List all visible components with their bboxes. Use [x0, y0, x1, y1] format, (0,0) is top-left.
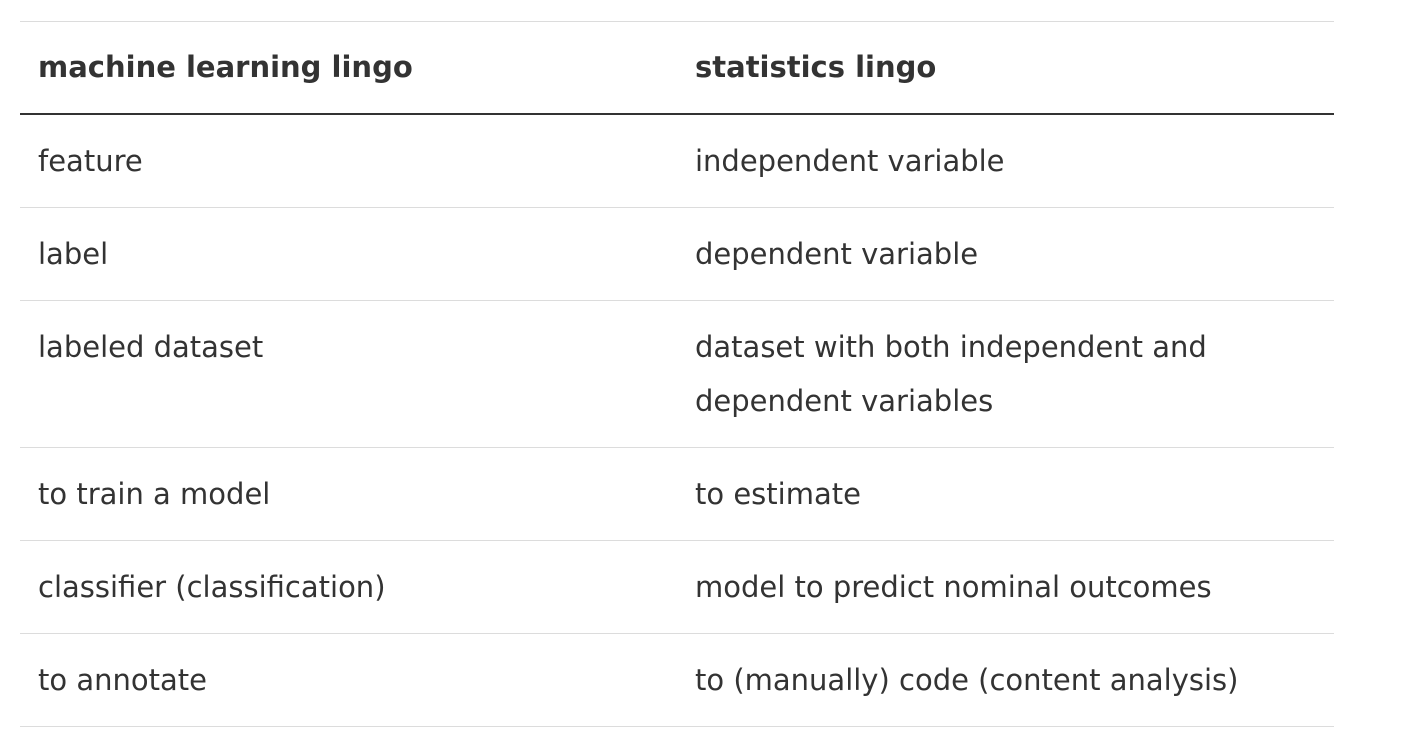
table-row: labeled dataset dataset with both indepe… — [20, 300, 1334, 447]
header-machine-learning-lingo: machine learning lingo — [38, 50, 413, 85]
ml-term-cell: to train a model — [38, 476, 271, 511]
table-row: to train a model to estimate — [20, 447, 1334, 540]
ml-term-cell: label — [38, 236, 109, 271]
ml-term-cell: classifier (classification) — [38, 569, 386, 604]
stats-term-cell: to (manually) code (content analysis) — [695, 662, 1239, 697]
stats-term-cell: dependent variable — [695, 236, 979, 271]
lingo-table-container: machine learning lingo statistics lingo … — [20, 21, 1334, 727]
stats-term-cell: to estimate — [695, 476, 861, 511]
table-header: machine learning lingo statistics lingo — [20, 21, 1334, 114]
ml-term-cell: feature — [38, 143, 143, 178]
stats-term-cell: independent variable — [695, 143, 1005, 178]
stats-term-cell: dataset with both independent and depend… — [695, 329, 1207, 418]
table-row: classifier (classification) model to pre… — [20, 540, 1334, 633]
ml-term-cell: labeled dataset — [38, 329, 264, 364]
table-row: feature independent variable — [20, 114, 1334, 207]
table-row: to annotate to (manually) code (content … — [20, 633, 1334, 726]
stats-term-cell: model to predict nominal outcomes — [695, 569, 1212, 604]
table-body: feature independent variable label depen… — [20, 114, 1334, 726]
header-row: machine learning lingo statistics lingo — [20, 21, 1334, 114]
ml-term-cell: to annotate — [38, 662, 207, 697]
header-statistics-lingo: statistics lingo — [695, 50, 937, 85]
table-row: label dependent variable — [20, 207, 1334, 300]
lingo-comparison-table: machine learning lingo statistics lingo … — [20, 21, 1334, 727]
